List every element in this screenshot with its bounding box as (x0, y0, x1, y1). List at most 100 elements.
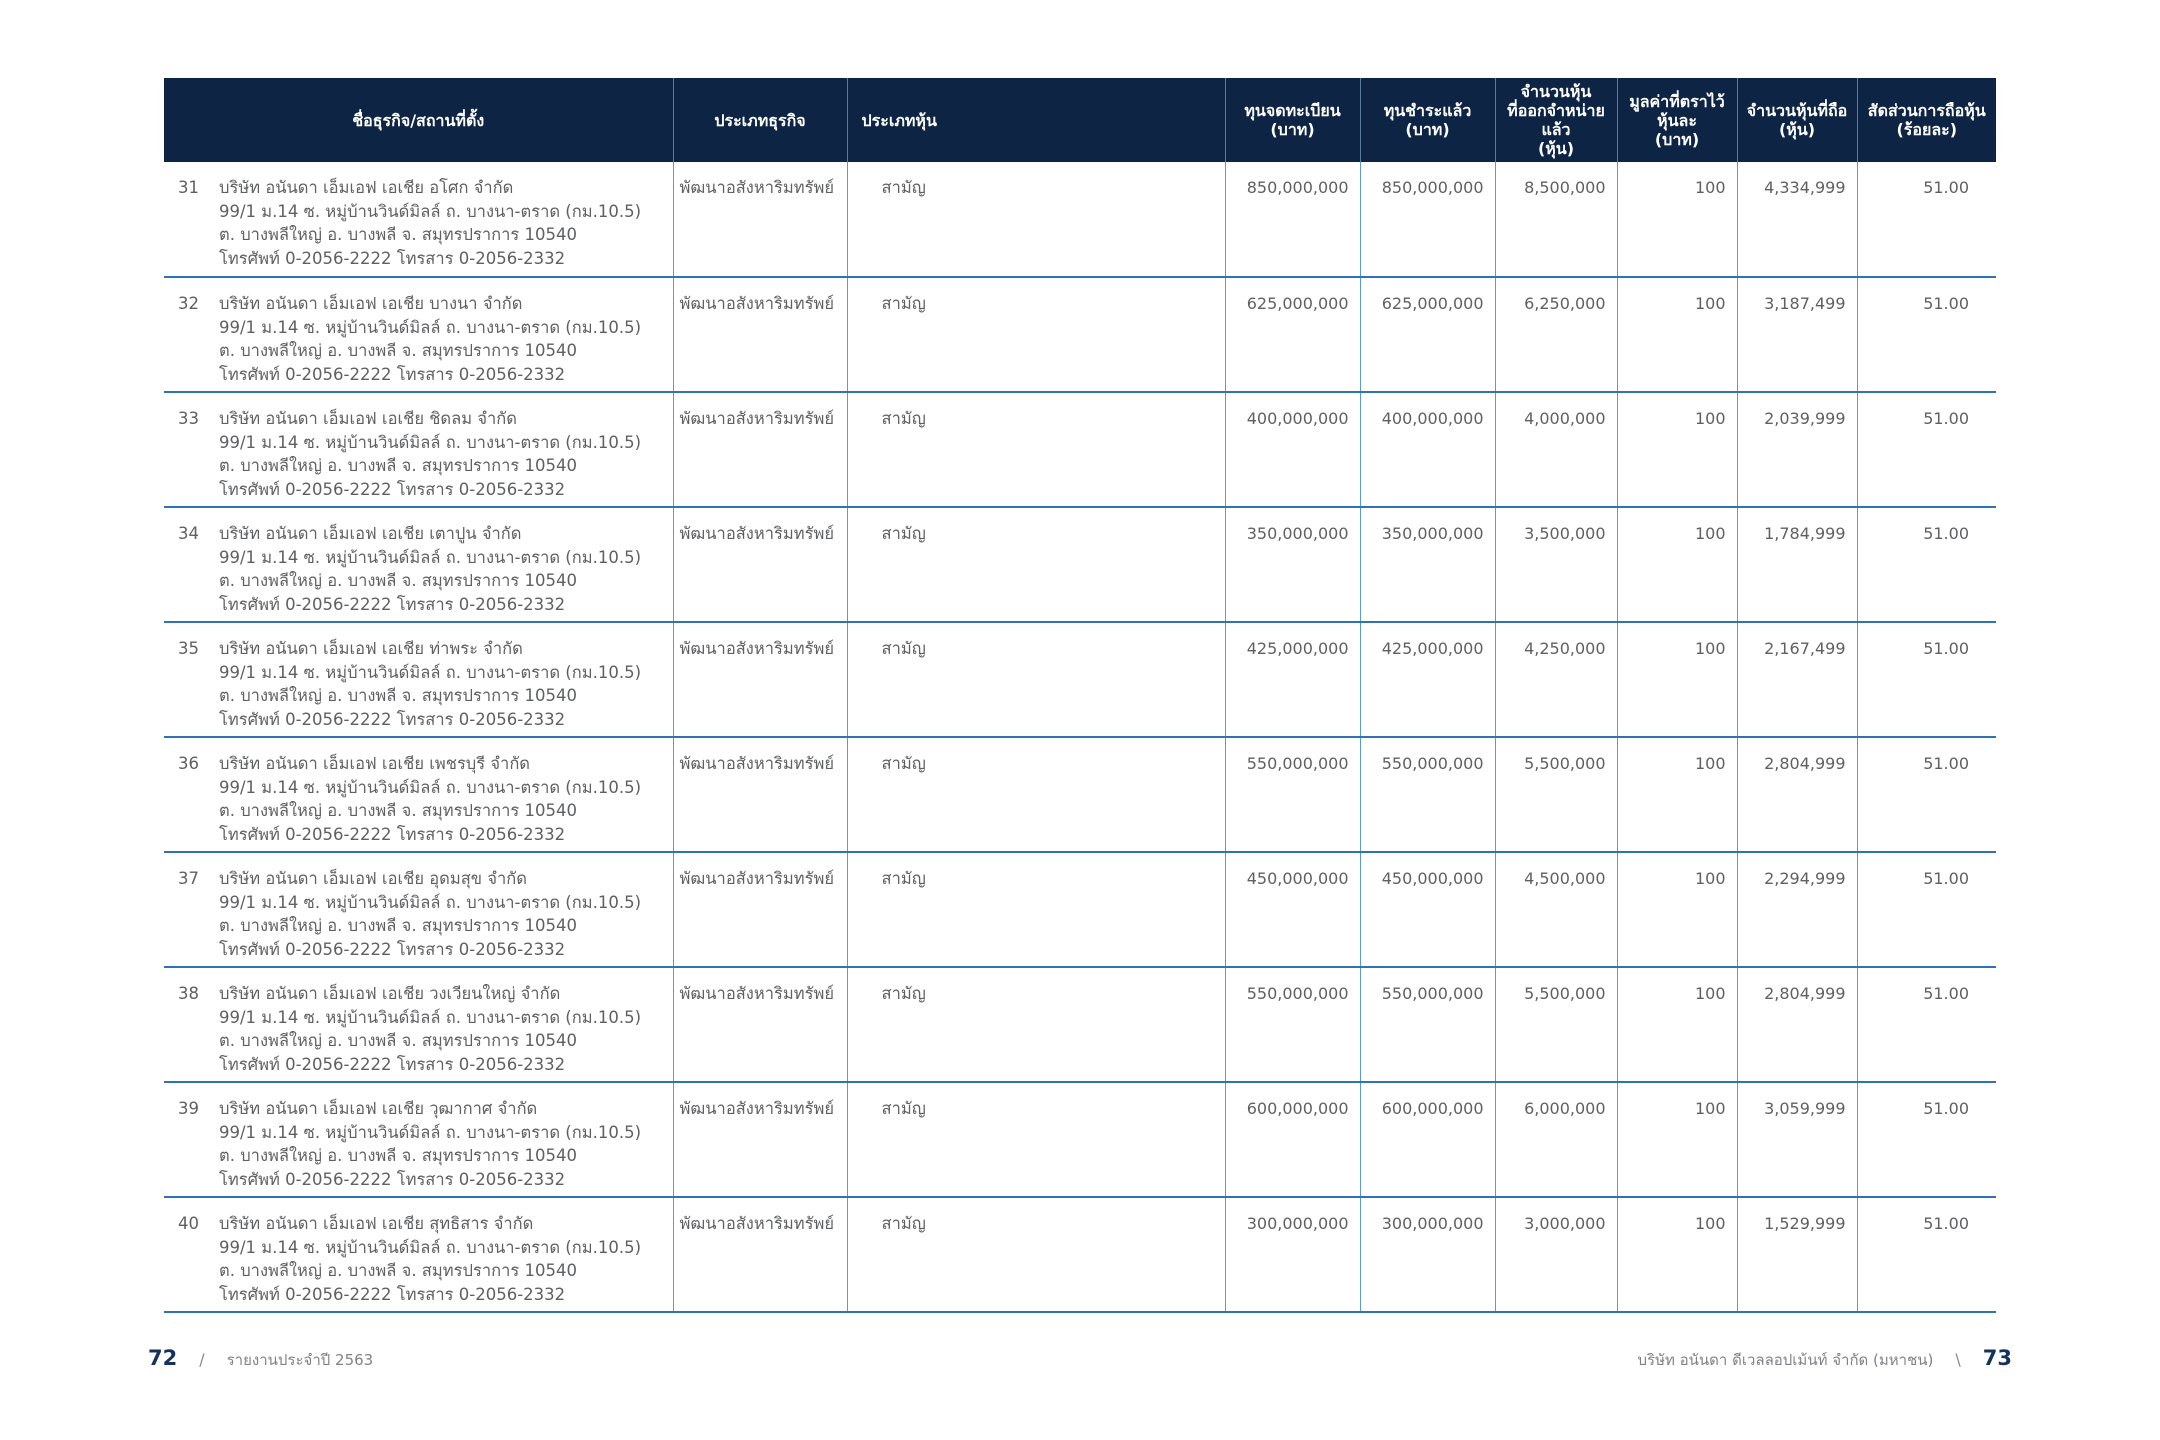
table-row: 38 บริษัท อนันดา เอ็มเอฟ เอเชีย วงเวียนใ… (164, 967, 1996, 1082)
company-cell: 34 บริษัท อนันดา เอ็มเอฟ เอเชีย เตาปูน จ… (164, 507, 673, 622)
par-value-cell: 100 (1616, 277, 1737, 392)
table-row: 34 บริษัท อนันดา เอ็มเอฟ เอเชีย เตาปูน จ… (164, 507, 1996, 622)
issued-shares-cell: 4,500,000 (1494, 852, 1617, 967)
footer-company-name: บริษัท อนันดา ดีเวลลอปเม้นท์ จำกัด (มหาช… (1637, 1351, 1934, 1369)
company-name: บริษัท อนันดา เอ็มเอฟ เอเชีย อโศก จำกัด (219, 178, 514, 197)
page-number-left: 72 (148, 1346, 178, 1370)
row-number: 40 (178, 1214, 199, 1233)
shares-held-cell: 2,294,999 (1736, 852, 1857, 967)
company-cell: 39 บริษัท อนันดา เอ็มเอฟ เอเชีย วุฒากาศ … (164, 1082, 673, 1197)
column-header-par-value: มูลค่าที่ตราไว้ หุ้นละ (บาท) (1616, 78, 1737, 162)
company-address-line-3: โทรศัพท์ 0-2056-2222 โทรสาร 0-2056-2332 (219, 364, 566, 384)
table-row: 40 บริษัท อนันดา เอ็มเอฟ เอเชีย สุทธิสาร… (164, 1197, 1996, 1312)
company-name: บริษัท อนันดา เอ็มเอฟ เอเชีย ชิดลม จำกัด (219, 409, 518, 428)
par-value-cell: 100 (1616, 852, 1737, 967)
company-address-line-1: 99/1 ม.14 ซ. หมู่บ้านวินด์มิลล์ ถ. บางนา… (219, 1122, 642, 1142)
holding-percent-cell: 51.00 (1856, 162, 1996, 277)
issued-shares-cell: 8,500,000 (1494, 162, 1617, 277)
company-address-line-2: ต. บางพลีใหญ่ อ. บางพลี จ. สมุทรปราการ 1… (219, 1261, 577, 1280)
registered-capital-cell: 850,000,000 (1224, 162, 1360, 277)
paid-up-capital-cell: 850,000,000 (1359, 162, 1495, 277)
par-value-cell: 100 (1616, 1082, 1737, 1197)
holding-percent-cell: 51.00 (1856, 622, 1996, 737)
holding-percent-cell: 51.00 (1856, 392, 1996, 507)
paid-up-capital-cell: 550,000,000 (1359, 967, 1495, 1082)
business-type-cell: พัฒนาอสังหาริมทรัพย์ (672, 507, 847, 622)
paid-up-capital-cell: 350,000,000 (1359, 507, 1495, 622)
table-row: 32 บริษัท อนันดา เอ็มเอฟ เอเชีย บางนา จำ… (164, 277, 1996, 392)
business-type-cell: พัฒนาอสังหาริมทรัพย์ (672, 392, 847, 507)
company-address-line-3: โทรศัพท์ 0-2056-2222 โทรสาร 0-2056-2332 (219, 709, 566, 729)
share-type-cell: สามัญ (846, 392, 1225, 507)
share-type-cell: สามัญ (846, 1197, 1225, 1312)
company-address-line-1: 99/1 ม.14 ซ. หมู่บ้านวินด์มิลล์ ถ. บางนา… (219, 317, 642, 337)
table-row: 35 บริษัท อนันดา เอ็มเอฟ เอเชีย ท่าพระ จ… (164, 622, 1996, 737)
subsidiaries-table: ชื่อธุรกิจ/สถานที่ตั้ง ประเภทธุรกิจ ประเ… (164, 78, 1996, 1313)
issued-shares-cell: 3,000,000 (1494, 1197, 1617, 1312)
company-cell: 40 บริษัท อนันดา เอ็มเอฟ เอเชีย สุทธิสาร… (164, 1197, 673, 1312)
company-address-line-1: 99/1 ม.14 ซ. หมู่บ้านวินด์มิลล์ ถ. บางนา… (219, 432, 642, 452)
row-number: 33 (178, 409, 199, 428)
row-number: 32 (178, 294, 199, 313)
footer-separator-left: / (199, 1350, 205, 1369)
company-cell: 36 บริษัท อนันดา เอ็มเอฟ เอเชีย เพชรบุรี… (164, 737, 673, 852)
share-type-cell: สามัญ (846, 967, 1225, 1082)
company-address-line-2: ต. บางพลีใหญ่ อ. บางพลี จ. สมุทรปราการ 1… (219, 686, 577, 705)
company-address-line-2: ต. บางพลีใหญ่ อ. บางพลี จ. สมุทรปราการ 1… (219, 225, 577, 244)
company-address-line-1: 99/1 ม.14 ซ. หมู่บ้านวินด์มิลล์ ถ. บางนา… (219, 662, 642, 682)
footer-right: บริษัท อนันดา ดีเวลลอปเม้นท์ จำกัด (มหาช… (1638, 1346, 2012, 1372)
issued-shares-cell: 6,000,000 (1494, 1082, 1617, 1197)
paid-up-capital-cell: 400,000,000 (1359, 392, 1495, 507)
share-type-cell: สามัญ (846, 852, 1225, 967)
company-address-line-2: ต. บางพลีใหญ่ อ. บางพลี จ. สมุทรปราการ 1… (219, 916, 577, 935)
company-name: บริษัท อนันดา เอ็มเอฟ เอเชีย อุดมสุข จำก… (219, 869, 527, 888)
company-name: บริษัท อนันดา เอ็มเอฟ เอเชีย วงเวียนใหญ่… (219, 984, 561, 1003)
registered-capital-cell: 625,000,000 (1224, 277, 1360, 392)
registered-capital-cell: 550,000,000 (1224, 737, 1360, 852)
table-row: 33 บริษัท อนันดา เอ็มเอฟ เอเชีย ชิดลม จำ… (164, 392, 1996, 507)
issued-shares-cell: 4,000,000 (1494, 392, 1617, 507)
business-type-cell: พัฒนาอสังหาริมทรัพย์ (672, 622, 847, 737)
shares-held-cell: 3,187,499 (1736, 277, 1857, 392)
holding-percent-cell: 51.00 (1856, 852, 1996, 967)
company-address-line-3: โทรศัพท์ 0-2056-2222 โทรสาร 0-2056-2332 (219, 824, 566, 844)
business-type-cell: พัฒนาอสังหาริมทรัพย์ (672, 737, 847, 852)
company-name: บริษัท อนันดา เอ็มเอฟ เอเชีย ท่าพระ จำกั… (219, 639, 523, 658)
company-address-line-3: โทรศัพท์ 0-2056-2222 โทรสาร 0-2056-2332 (219, 1054, 566, 1074)
company-address-line-2: ต. บางพลีใหญ่ อ. บางพลี จ. สมุทรปราการ 1… (219, 456, 577, 475)
footer-left: 72 / รายงานประจำปี 2563 (148, 1346, 373, 1372)
row-number: 31 (178, 178, 199, 197)
paid-up-capital-cell: 425,000,000 (1359, 622, 1495, 737)
par-value-cell: 100 (1616, 622, 1737, 737)
company-cell: 33 บริษัท อนันดา เอ็มเอฟ เอเชีย ชิดลม จำ… (164, 392, 673, 507)
company-address-line-2: ต. บางพลีใหญ่ อ. บางพลี จ. สมุทรปราการ 1… (219, 1146, 577, 1165)
share-type-cell: สามัญ (846, 277, 1225, 392)
column-header-share-type: ประเภทหุ้น (846, 78, 1225, 162)
registered-capital-cell: 425,000,000 (1224, 622, 1360, 737)
table-body: 31 บริษัท อนันดา เอ็มเอฟ เอเชีย อโศก จำก… (164, 162, 1996, 1312)
company-name: บริษัท อนันดา เอ็มเอฟ เอเชีย เตาปูน จำกั… (219, 524, 522, 543)
share-type-cell: สามัญ (846, 622, 1225, 737)
row-number: 38 (178, 984, 199, 1003)
company-address-line-1: 99/1 ม.14 ซ. หมู่บ้านวินด์มิลล์ ถ. บางนา… (219, 1237, 642, 1257)
column-header-paid-up-capital: ทุนชำระแล้ว (บาท) (1359, 78, 1495, 162)
shares-held-cell: 2,039,999 (1736, 392, 1857, 507)
business-type-cell: พัฒนาอสังหาริมทรัพย์ (672, 967, 847, 1082)
shares-held-cell: 1,529,999 (1736, 1197, 1857, 1312)
par-value-cell: 100 (1616, 1197, 1737, 1312)
company-name: บริษัท อนันดา เอ็มเอฟ เอเชีย เพชรบุรี จำ… (219, 754, 531, 773)
par-value-cell: 100 (1616, 392, 1737, 507)
company-address-line-1: 99/1 ม.14 ซ. หมู่บ้านวินด์มิลล์ ถ. บางนา… (219, 547, 642, 567)
table-header-row: ชื่อธุรกิจ/สถานที่ตั้ง ประเภทธุรกิจ ประเ… (164, 78, 1996, 162)
company-cell: 31 บริษัท อนันดา เอ็มเอฟ เอเชีย อโศก จำก… (164, 162, 673, 277)
page-footer: 72 / รายงานประจำปี 2563 บริษัท อนันดา ดี… (148, 1346, 2012, 1372)
business-type-cell: พัฒนาอสังหาริมทรัพย์ (672, 1197, 847, 1312)
issued-shares-cell: 6,250,000 (1494, 277, 1617, 392)
registered-capital-cell: 600,000,000 (1224, 1082, 1360, 1197)
registered-capital-cell: 550,000,000 (1224, 967, 1360, 1082)
table-row: 36 บริษัท อนันดา เอ็มเอฟ เอเชีย เพชรบุรี… (164, 737, 1996, 852)
issued-shares-cell: 3,500,000 (1494, 507, 1617, 622)
footer-separator-right: \ (1955, 1350, 1961, 1369)
holding-percent-cell: 51.00 (1856, 507, 1996, 622)
